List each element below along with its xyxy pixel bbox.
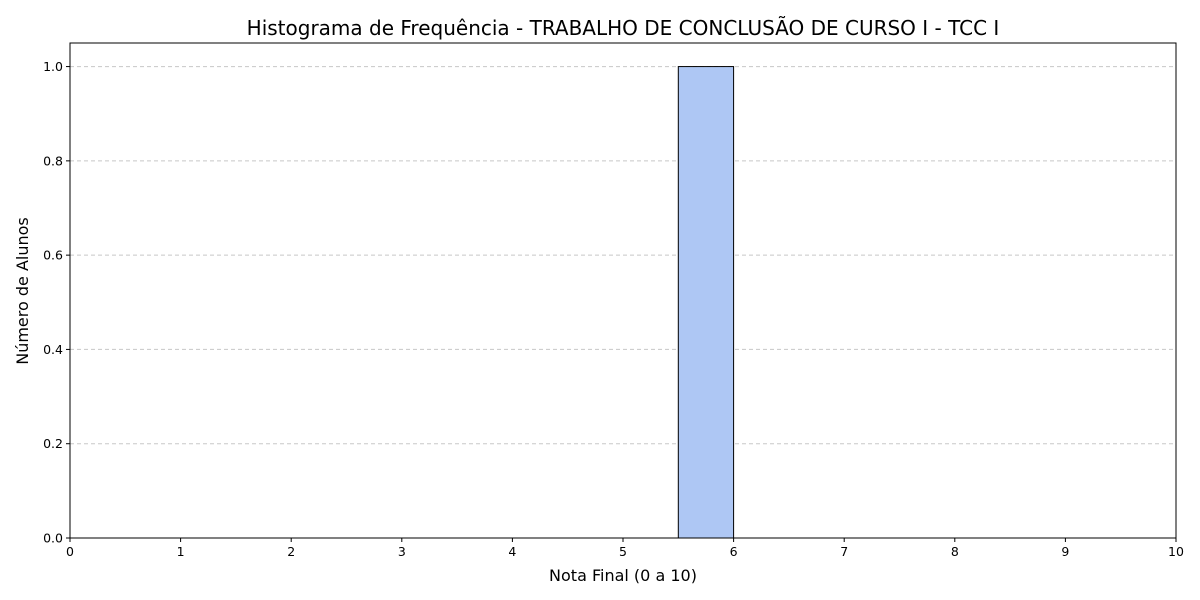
y-axis-label: Número de Alunos <box>13 217 32 365</box>
histogram-bar <box>677 66 735 539</box>
y-tick-label: 0.8 <box>43 153 63 168</box>
x-tick-label: 1 <box>177 544 185 559</box>
x-tick-label: 4 <box>508 544 516 559</box>
x-tick-label: 6 <box>730 544 738 559</box>
grid-lines <box>70 66 1176 445</box>
x-tick-label: 3 <box>398 544 406 559</box>
y-tick-label: 1.0 <box>43 59 63 74</box>
y-tick-label: 0.2 <box>43 436 63 451</box>
chart-title: Histograma de Frequência - TRABALHO DE C… <box>247 16 1000 40</box>
x-tick-label: 2 <box>287 544 295 559</box>
x-axis-ticks: 0 1 2 3 4 5 6 7 8 9 10 <box>66 538 1184 559</box>
bars <box>677 66 735 539</box>
y-tick-label: 0.0 <box>43 531 63 546</box>
x-tick-label: 8 <box>951 544 959 559</box>
x-tick-label: 10 <box>1168 544 1184 559</box>
y-axis-ticks: 0.0 0.2 0.4 0.6 0.8 1.0 <box>43 59 70 546</box>
x-tick-label: 5 <box>619 544 627 559</box>
y-tick-label: 0.4 <box>43 342 63 357</box>
x-axis-label: Nota Final (0 a 10) <box>549 566 697 585</box>
x-tick-label: 9 <box>1061 544 1069 559</box>
x-tick-label: 0 <box>66 544 74 559</box>
x-tick-label: 7 <box>840 544 848 559</box>
y-tick-label: 0.6 <box>43 248 63 263</box>
